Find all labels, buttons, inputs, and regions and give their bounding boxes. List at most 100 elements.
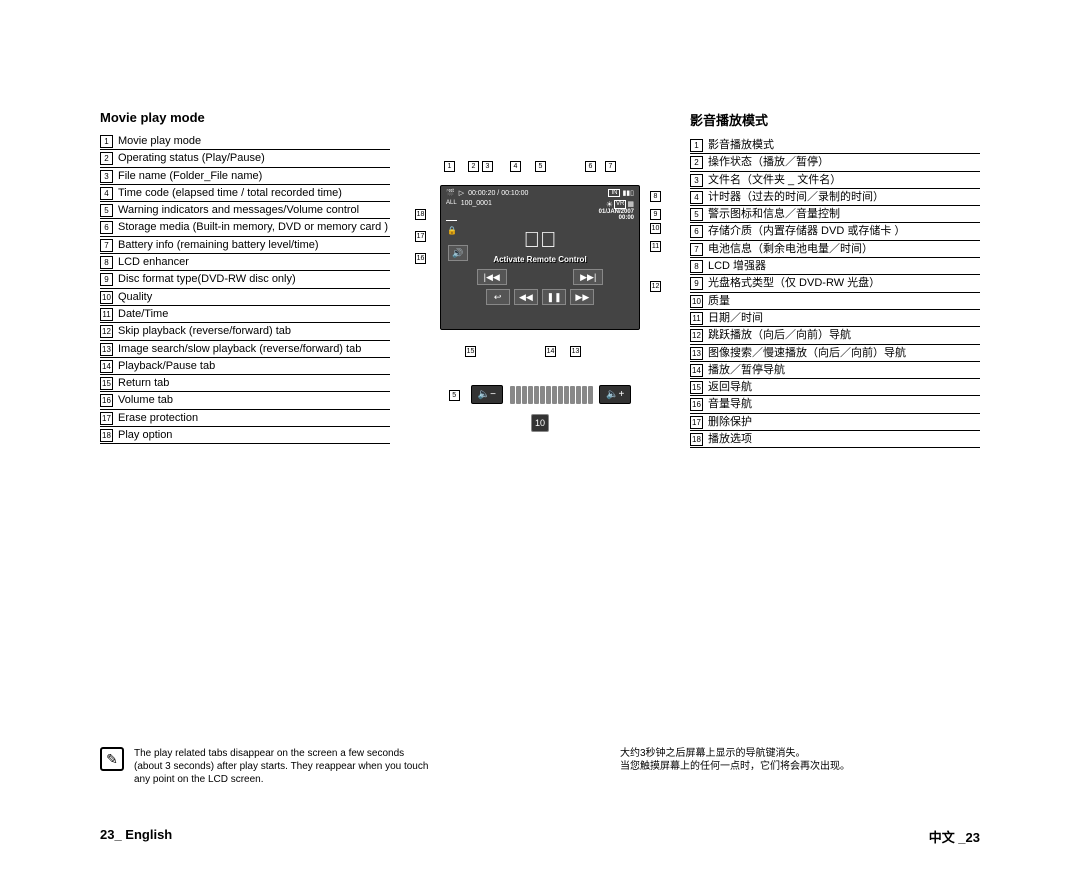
- legend-number: 9: [690, 277, 703, 290]
- legend-text: Operating status (Play/Pause): [118, 151, 390, 165]
- legend-text: 电池信息（剩余电池电量／时间）: [708, 242, 980, 256]
- legend-text: Erase protection: [118, 411, 390, 425]
- right-legend-list: 1影音播放模式2操作状态（播放／暂停） 3 文件名（文件夹 _ 文件名） 4计时器（过…: [690, 137, 980, 448]
- legend-number: 4: [690, 191, 703, 204]
- legend-row: 10质量: [690, 293, 980, 310]
- callout-1: 1: [444, 161, 455, 172]
- callout-15: 15: [465, 346, 476, 357]
- legend-number: 14: [100, 360, 113, 373]
- legend-row: 6存储介质（内置存储器 DVD 或存储卡 ）: [690, 223, 980, 240]
- legend-text: LCD enhancer: [118, 255, 390, 269]
- battery-icon: ▮▮▯: [622, 189, 634, 197]
- legend-text: Image search/slow playback (reverse/forw…: [118, 342, 390, 356]
- legend-number: 14: [690, 364, 703, 377]
- lcd-message: Activate Remote Control: [441, 255, 639, 264]
- legend-text: 播放选项: [708, 432, 980, 446]
- legend-text: Playback/Pause tab: [118, 359, 390, 373]
- legend-text: Disc format type(DVD-RW disc only): [118, 272, 390, 286]
- callout-14: 14: [545, 346, 556, 357]
- forward-button[interactable]: ▶▶: [570, 289, 594, 305]
- right-title: 影音播放模式: [690, 110, 980, 129]
- legend-text: 播放／暂停导航: [708, 363, 980, 377]
- footer-left: 23_ English: [100, 827, 172, 846]
- legend-text: LCD 增强器: [708, 259, 980, 273]
- legend-number: 3: [690, 174, 703, 187]
- legend-number: 16: [690, 398, 703, 411]
- volume-down-button[interactable]: 🔈−: [471, 385, 503, 404]
- legend-text: 返回导航: [708, 380, 980, 394]
- legend-number: 7: [690, 243, 703, 256]
- volume-up-button[interactable]: 🔈+: [599, 385, 631, 404]
- skip-back-button[interactable]: |◀◀: [477, 269, 507, 285]
- legend-number: 17: [100, 412, 113, 425]
- legend-row: 17删除保护: [690, 414, 980, 431]
- legend-row: 5警示图标和信息／音量控制: [690, 206, 980, 223]
- callout-6: 6: [585, 161, 596, 172]
- legend-row: 16 音量导航: [690, 396, 980, 413]
- center-diagram-column: 1 2 3 4 5 6 7 8 9 10 11 12 18 17 16 15 1…: [390, 130, 690, 432]
- volume-value-box: 10: [531, 414, 549, 432]
- legend-number: 5: [100, 204, 113, 217]
- legend-number: 1: [690, 139, 703, 152]
- legend-number: 6: [100, 221, 113, 234]
- legend-row: 11Date/Time: [100, 306, 390, 323]
- legend-row: 3 文件名（文件夹 _ 文件名）: [690, 172, 980, 189]
- legend-text: 文件名（文件夹 _ 文件名）: [708, 173, 980, 187]
- note-left-text: The play related tabs disappear on the s…: [134, 747, 434, 786]
- legend-row: 1影音播放模式: [690, 137, 980, 154]
- note-icon: ✎: [100, 747, 124, 771]
- legend-text: 光盘格式类型（仅 DVD-RW 光盘）: [708, 276, 980, 290]
- legend-row: 8LCD enhancer: [100, 254, 390, 271]
- pause-button[interactable]: ❚❚: [542, 289, 566, 305]
- rewind-button[interactable]: ◀◀: [514, 289, 538, 305]
- legend-number: 15: [100, 377, 113, 390]
- legend-number: 10: [100, 291, 113, 304]
- legend-row: 18播放选项: [690, 431, 980, 448]
- legend-row: 2操作状态（播放／暂停）: [690, 154, 980, 171]
- legend-number: 13: [690, 347, 703, 360]
- legend-number: 16: [100, 394, 113, 407]
- lcd-controls: |◀◀ ▶▶| ↩ ◀◀ ❚❚ ▶▶: [441, 268, 639, 306]
- legend-text: Play option: [118, 428, 390, 442]
- legend-row: 6 Storage media (Built-in memory, DVD or …: [100, 219, 390, 236]
- note-right-line2: 当您触摸屏幕上的任何一点时，它们将会再次出现。: [620, 760, 920, 773]
- remote-disabled-icon: 📷⃠: [441, 227, 639, 253]
- legend-text: 跳跃播放（向后／向前）导航: [708, 328, 980, 342]
- legend-text: Storage media (Built-in memory, DVD or m…: [118, 220, 390, 234]
- legend-row: 14 播放／暂停导航: [690, 362, 980, 379]
- legend-text: Skip playback (reverse/forward) tab: [118, 324, 390, 338]
- legend-row: 8 LCD 增强器: [690, 258, 980, 275]
- quality-icon: ▦: [627, 200, 634, 209]
- return-button[interactable]: ↩: [486, 289, 510, 305]
- legend-row: 4计时器（过去的时间／录制的时间）: [690, 189, 980, 206]
- callout-13: 13: [570, 346, 581, 357]
- legend-number: 8: [690, 260, 703, 273]
- legend-text: 音量导航: [708, 397, 980, 411]
- time-display: 00:00: [619, 215, 634, 221]
- legend-number: 12: [690, 329, 703, 342]
- left-column: Movie play mode 1Movie play mode2Operati…: [100, 110, 390, 444]
- legend-number: 7: [100, 239, 113, 252]
- skip-forward-button[interactable]: ▶▶|: [573, 269, 603, 285]
- play-status-icon: ▷: [459, 189, 464, 197]
- legend-number: 11: [100, 308, 113, 321]
- legend-row: 10Quality: [100, 289, 390, 306]
- legend-row: 5 Warning indicators and messages/Volume …: [100, 202, 390, 219]
- legend-row: 1Movie play mode: [100, 133, 390, 150]
- callout-7: 7: [605, 161, 616, 172]
- legend-row: 15Return tab: [100, 375, 390, 392]
- legend-row: 7Battery info (remaining battery level/t…: [100, 237, 390, 254]
- legend-number: 18: [100, 429, 113, 442]
- play-option-all: ALL: [446, 200, 457, 221]
- timecode: 00:00:20 / 00:10:00: [468, 190, 528, 197]
- left-legend-list: 1Movie play mode2Operating status (Play/…: [100, 133, 390, 444]
- legend-number: 6: [690, 225, 703, 238]
- note-right-block: 大约3秒钟之后屏幕上显示的导航键消失。 当您触摸屏幕上的任何一点时，它们将会再次…: [620, 747, 980, 773]
- legend-text: Warning indicators and messages/Volume c…: [118, 203, 390, 217]
- callout-12: 12: [650, 281, 661, 292]
- legend-row: 4Time code (elapsed time / total recorde…: [100, 185, 390, 202]
- callout-3: 3: [482, 161, 493, 172]
- note-right-line1: 大约3秒钟之后屏幕上显示的导航键消失。: [620, 747, 920, 760]
- volume-bar: [509, 386, 593, 404]
- left-title: Movie play mode: [100, 110, 390, 125]
